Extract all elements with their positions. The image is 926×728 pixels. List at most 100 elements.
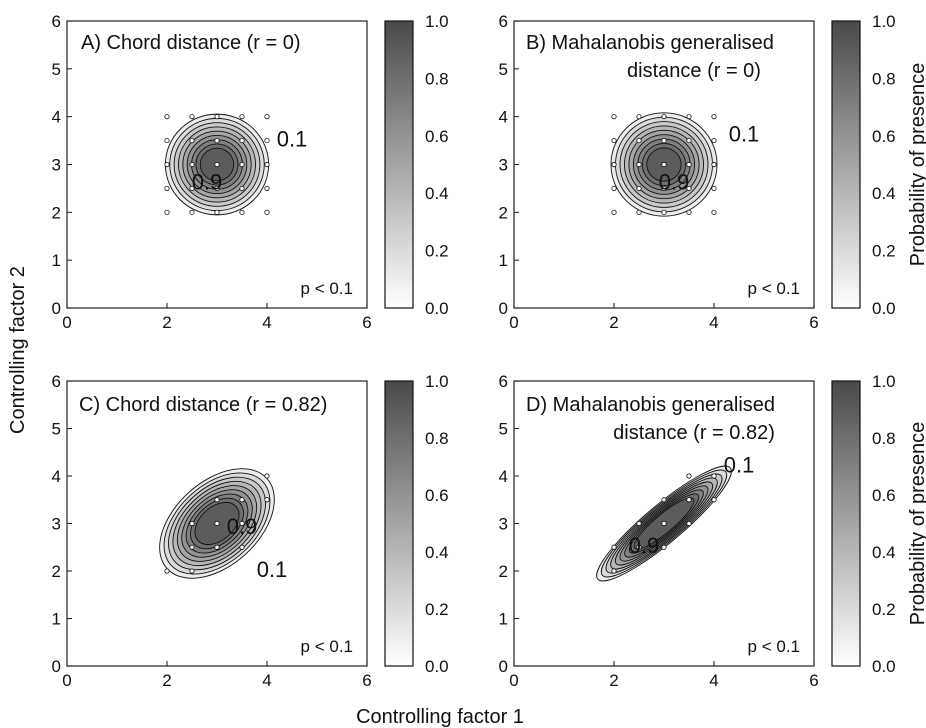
y-tick-label: 4 [52, 467, 61, 486]
x-tick-label: 6 [809, 671, 818, 690]
sample-point [636, 544, 642, 550]
contour-label: 0.9 [629, 533, 660, 558]
sample-point [189, 520, 195, 527]
sample-point [686, 497, 692, 503]
y-tick-label: 2 [52, 203, 61, 222]
sample-point [636, 114, 642, 120]
sample-point [611, 209, 617, 215]
y-tick-label: 5 [499, 60, 508, 79]
colorbar-tick-label: 0.0 [872, 299, 896, 318]
sample-point [661, 161, 667, 168]
colorbar-gradient [831, 20, 861, 309]
colorbar-gradient [831, 380, 861, 667]
y-tick-label: 0 [499, 299, 508, 318]
colorbar: 0.0 0.2 0.4 0.6 0.8 1.0 [384, 372, 449, 676]
colorbar-tick-label: 0.4 [425, 543, 449, 562]
x-tick-label: 6 [362, 671, 371, 690]
sample-point [189, 137, 195, 144]
y-tick-label: 1 [499, 251, 508, 270]
colorbar-tick-label: 1.0 [425, 12, 449, 31]
x-tick-label: 4 [262, 313, 271, 332]
y-tick-label: 6 [52, 372, 61, 391]
contour-label: 0.1 [277, 126, 308, 151]
sample-point [214, 161, 220, 168]
sample-point [636, 185, 642, 192]
panel-B: 0.1 0.9 B) Mahalanobis generalised distance… [499, 12, 926, 332]
panel-D: 0.1 0.9 D) Mahalanobis generalised distance… [499, 372, 926, 690]
sample-point [661, 185, 667, 192]
y-tick-label: 6 [52, 12, 61, 31]
colorbar-tick-label: 0.0 [425, 657, 449, 676]
colorbar-tick-label: 0.4 [425, 184, 449, 203]
colorbar-tick-label: 0.6 [872, 127, 896, 146]
sample-point [661, 544, 667, 550]
contour-label: 0.9 [227, 514, 258, 539]
colorbar-label: Probability of presence [907, 422, 926, 625]
sample-point [611, 568, 617, 574]
sample-point [711, 185, 717, 192]
sample-point [264, 114, 270, 120]
panel-title: D) Mahalanobis generalised [526, 394, 775, 416]
sample-point [611, 185, 617, 192]
y-tick-label: 4 [52, 108, 61, 127]
y-tick-label: 3 [499, 515, 508, 534]
panel-title: A) Chord distance (r = 0) [81, 32, 301, 54]
sample-point [164, 185, 170, 192]
sample-point [189, 114, 195, 120]
sample-point [686, 520, 692, 527]
y-tick-label: 4 [499, 108, 508, 127]
colorbar-tick-label: 0.0 [425, 299, 449, 318]
sample-point [189, 544, 195, 550]
sample-point [189, 568, 195, 574]
colorbar: 0.0 0.2 0.4 0.6 0.8 1.0 Probability of presenc… [831, 372, 926, 676]
sample-point [264, 161, 270, 168]
panel-title: distance (r = 0.82) [613, 422, 775, 444]
sample-point [264, 209, 270, 215]
sample-point [636, 137, 642, 144]
sample-point [686, 209, 692, 215]
contour-label: 0.9 [192, 169, 223, 194]
sample-point [239, 161, 245, 168]
colorbar: 0.0 0.2 0.4 0.6 0.8 1.0 Probability of presenc… [831, 12, 926, 318]
colorbar-tick-label: 0.8 [872, 69, 896, 88]
sample-point [239, 544, 245, 550]
x-tick-label: 4 [709, 671, 718, 690]
sample-point [711, 473, 717, 479]
y-tick-label: 2 [499, 203, 508, 222]
sample-point [686, 137, 692, 144]
y-tick-label: 0 [52, 299, 61, 318]
p-annotation: p < 0.1 [748, 637, 800, 656]
y-tick-label: 2 [52, 562, 61, 581]
colorbar-label: Probability of presence [907, 63, 926, 266]
panel-title: distance (r = 0) [627, 60, 761, 82]
colorbar-tick-label: 0.8 [425, 429, 449, 448]
sample-point [164, 161, 170, 168]
x-tick-label: 2 [162, 671, 171, 690]
y-tick-label: 0 [52, 657, 61, 676]
sample-point [611, 137, 617, 144]
sample-point [189, 185, 195, 192]
contour-label: 0.1 [729, 122, 760, 147]
sample-point [239, 520, 245, 527]
sample-point [164, 114, 170, 120]
sample-point [711, 137, 717, 144]
x-tick-label: 0 [509, 313, 518, 332]
sample-point [239, 114, 245, 120]
colorbar-tick-label: 0.2 [425, 600, 449, 619]
sample-point [239, 497, 245, 503]
x-tick-label: 0 [62, 313, 71, 332]
sample-point [214, 114, 220, 120]
contour-label: 0.1 [724, 452, 755, 477]
colorbar-tick-label: 0.2 [872, 600, 896, 619]
sample-point [214, 185, 220, 192]
sample-point [661, 114, 667, 120]
y-tick-label: 5 [499, 420, 508, 439]
contour-label: 0.9 [659, 169, 690, 194]
p-annotation: p < 0.1 [748, 279, 800, 298]
y-tick-label: 1 [52, 610, 61, 629]
p-annotation: p < 0.1 [301, 279, 353, 298]
sample-point [636, 161, 642, 168]
sample-point [661, 520, 667, 527]
x-tick-label: 2 [609, 313, 618, 332]
